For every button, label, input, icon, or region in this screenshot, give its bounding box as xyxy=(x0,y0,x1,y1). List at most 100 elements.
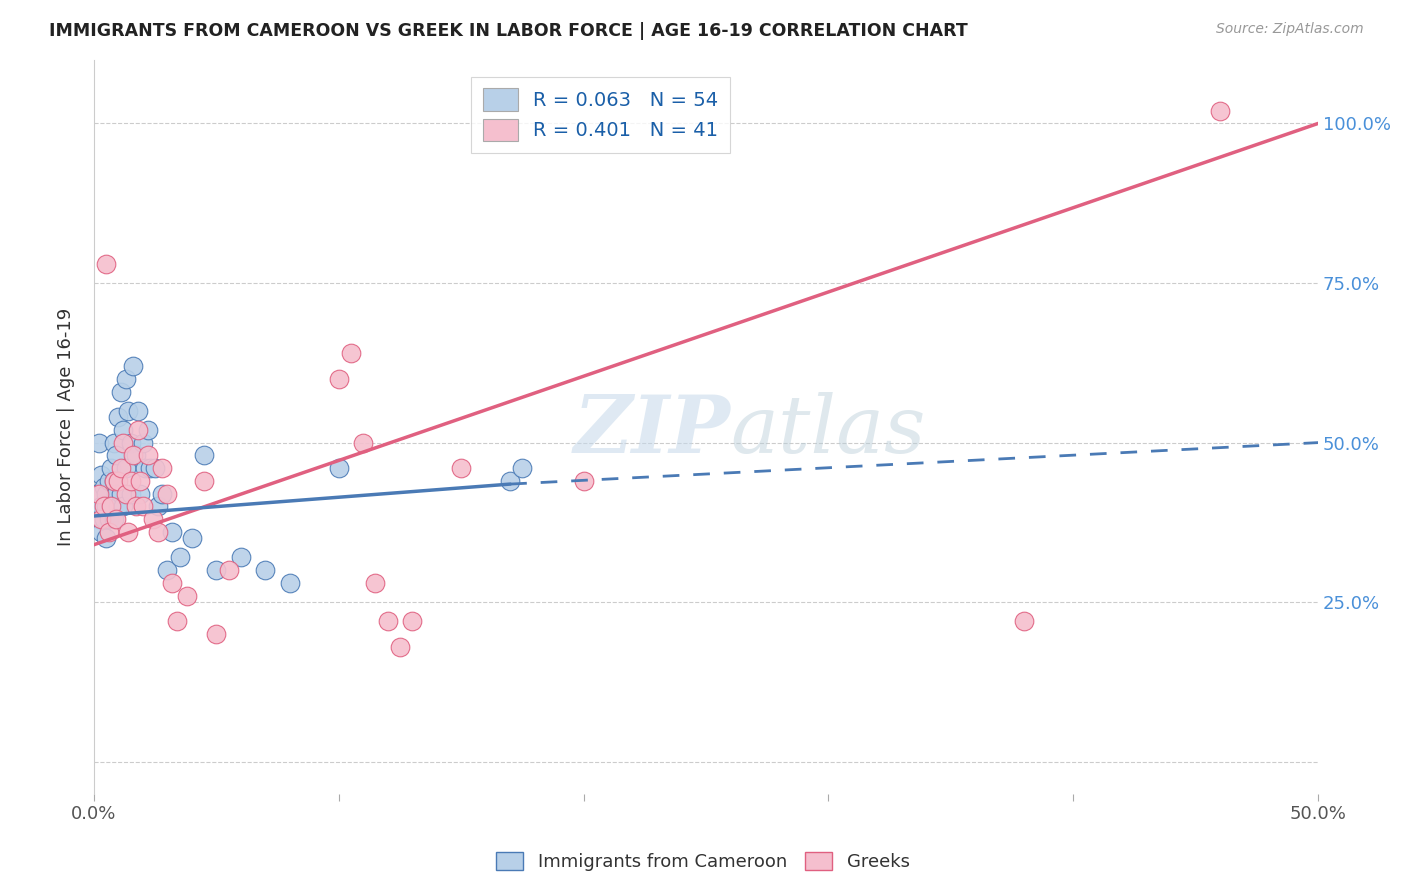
Point xyxy=(117,524,139,539)
Point xyxy=(127,423,149,437)
Point xyxy=(96,257,118,271)
Point xyxy=(352,435,374,450)
Point xyxy=(97,512,120,526)
Point xyxy=(90,524,112,539)
Point xyxy=(152,461,174,475)
Point xyxy=(132,500,155,514)
Point xyxy=(254,563,277,577)
Point xyxy=(388,640,411,654)
Text: ZIP: ZIP xyxy=(574,392,731,469)
Point xyxy=(1014,615,1036,629)
Point xyxy=(572,474,595,488)
Point xyxy=(340,346,363,360)
Point xyxy=(156,563,179,577)
Y-axis label: In Labor Force | Age 16-19: In Labor Force | Age 16-19 xyxy=(58,308,75,546)
Point xyxy=(143,461,166,475)
Text: Source: ZipAtlas.com: Source: ZipAtlas.com xyxy=(1216,22,1364,37)
Point xyxy=(134,461,156,475)
Point xyxy=(193,474,215,488)
Point xyxy=(107,410,129,425)
Point xyxy=(97,474,120,488)
Point xyxy=(229,550,252,565)
Point xyxy=(205,627,228,641)
Point xyxy=(96,500,118,514)
Point xyxy=(87,435,110,450)
Point xyxy=(450,461,472,475)
Point xyxy=(120,435,142,450)
Point xyxy=(107,500,129,514)
Point xyxy=(146,500,169,514)
Point xyxy=(127,403,149,417)
Point xyxy=(146,524,169,539)
Point xyxy=(328,372,350,386)
Point xyxy=(110,486,132,500)
Point xyxy=(139,461,162,475)
Point xyxy=(114,486,136,500)
Point xyxy=(112,435,135,450)
Point xyxy=(129,474,152,488)
Point xyxy=(103,474,125,488)
Legend: R = 0.063   N = 54, R = 0.401   N = 41: R = 0.063 N = 54, R = 0.401 N = 41 xyxy=(471,77,730,153)
Point xyxy=(100,461,122,475)
Point xyxy=(93,500,115,514)
Point xyxy=(112,500,135,514)
Point xyxy=(97,524,120,539)
Legend: Immigrants from Cameroon, Greeks: Immigrants from Cameroon, Greeks xyxy=(489,845,917,879)
Point xyxy=(104,448,127,462)
Point xyxy=(103,435,125,450)
Point xyxy=(90,512,112,526)
Point xyxy=(364,576,387,591)
Point xyxy=(162,524,184,539)
Point xyxy=(114,461,136,475)
Point xyxy=(1209,103,1232,118)
Point xyxy=(100,500,122,514)
Point xyxy=(152,486,174,500)
Point xyxy=(205,563,228,577)
Point xyxy=(90,467,112,482)
Point xyxy=(132,435,155,450)
Point xyxy=(100,500,122,514)
Point xyxy=(328,461,350,475)
Point xyxy=(278,576,301,591)
Point xyxy=(86,486,108,500)
Point xyxy=(114,372,136,386)
Point xyxy=(218,563,240,577)
Point xyxy=(110,461,132,475)
Text: atlas: atlas xyxy=(731,392,927,469)
Point xyxy=(136,423,159,437)
Point xyxy=(120,474,142,488)
Point xyxy=(103,512,125,526)
Point xyxy=(122,448,145,462)
Point xyxy=(96,532,118,546)
Point xyxy=(117,403,139,417)
Point xyxy=(104,512,127,526)
Point xyxy=(499,474,522,488)
Point xyxy=(166,615,188,629)
Point xyxy=(180,532,202,546)
Point xyxy=(156,486,179,500)
Point xyxy=(93,512,115,526)
Point xyxy=(107,474,129,488)
Point xyxy=(124,448,146,462)
Point xyxy=(110,384,132,399)
Point xyxy=(96,486,118,500)
Point xyxy=(112,423,135,437)
Point xyxy=(87,486,110,500)
Point xyxy=(142,512,165,526)
Point xyxy=(512,461,534,475)
Point xyxy=(176,589,198,603)
Point xyxy=(401,615,423,629)
Point xyxy=(87,512,110,526)
Point xyxy=(93,480,115,494)
Point xyxy=(103,474,125,488)
Point xyxy=(124,500,146,514)
Point xyxy=(122,359,145,373)
Text: IMMIGRANTS FROM CAMEROON VS GREEK IN LABOR FORCE | AGE 16-19 CORRELATION CHART: IMMIGRANTS FROM CAMEROON VS GREEK IN LAB… xyxy=(49,22,967,40)
Point xyxy=(104,486,127,500)
Point xyxy=(169,550,191,565)
Point xyxy=(90,500,112,514)
Point xyxy=(162,576,184,591)
Point xyxy=(377,615,399,629)
Point xyxy=(193,448,215,462)
Point xyxy=(136,448,159,462)
